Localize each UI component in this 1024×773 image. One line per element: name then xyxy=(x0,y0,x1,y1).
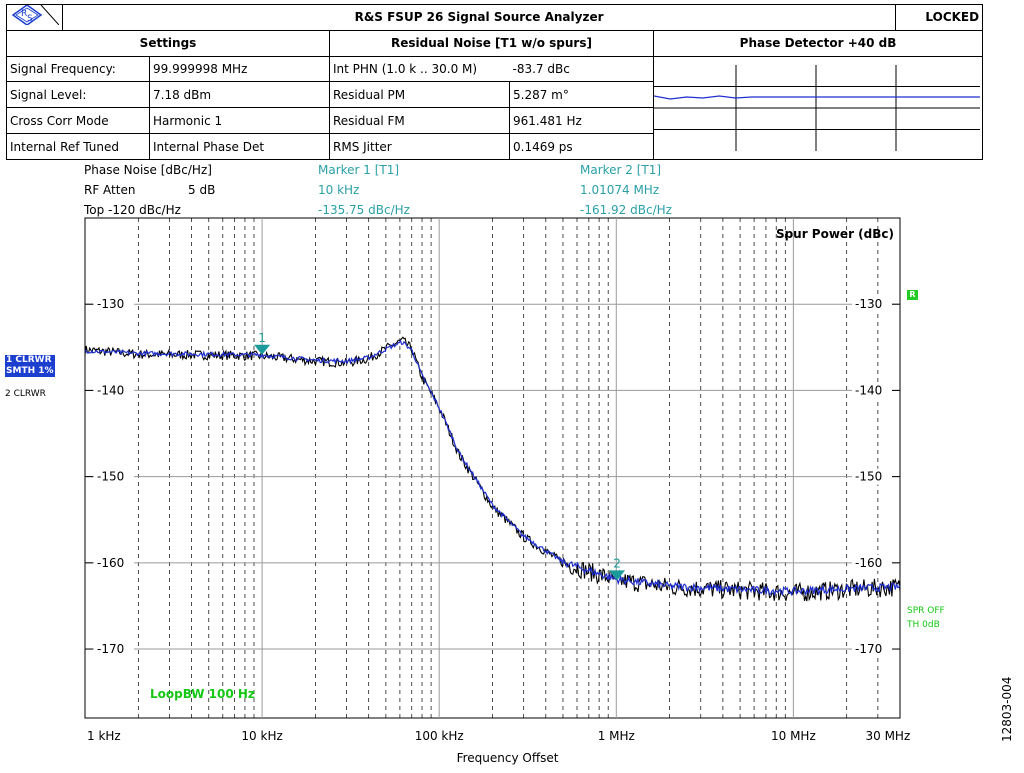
x-axis-label: Frequency Offset xyxy=(457,751,559,765)
residual-title: Residual Noise [T1 w/o spurs] xyxy=(329,29,654,57)
y-tick-label-bg xyxy=(94,554,134,571)
svg-text:S: S xyxy=(27,14,33,24)
y-tick-label-bg xyxy=(852,296,892,313)
y-tick-label: -130 xyxy=(855,297,882,311)
rs-logo-icon: R S xyxy=(11,5,59,25)
phase-detector-plot xyxy=(652,55,984,161)
window-title: R&S FSUP 26 Signal Source Analyzer xyxy=(61,4,897,31)
rf-atten-label: RF Atten xyxy=(84,183,136,197)
marker2-title: Marker 2 [T1] xyxy=(580,163,662,177)
y-tick-label: -140 xyxy=(97,383,124,397)
trace1-clrwr: 1 CLRWR xyxy=(5,355,55,366)
y-tick-label-bg xyxy=(852,641,892,658)
settings-value: Harmonic 1 xyxy=(149,107,330,135)
lock-status: LOCKED xyxy=(895,4,984,31)
settings-title: Settings xyxy=(6,29,330,57)
y-tick-label-bg xyxy=(94,641,134,658)
residual-label: Residual PM xyxy=(329,81,510,109)
trace1-mode-label: 1 CLRWR SMTH 1% xyxy=(5,355,55,377)
top-level-label: Top -120 dBc/Hz xyxy=(84,203,181,217)
y-tick-label: -130 xyxy=(97,297,124,311)
settings-label: Internal Ref Tuned xyxy=(6,133,150,160)
marker1-title: Marker 1 [T1] xyxy=(318,163,400,177)
x-tick-label: 1 MHz xyxy=(598,729,635,743)
marker1-freq: 10 kHz xyxy=(318,183,360,197)
header-table: R S R&S FSUP 26 Signal Source Analyzer L… xyxy=(6,4,984,161)
spur-power-label: Spur Power (dBc) xyxy=(776,227,894,241)
marker-1-icon xyxy=(254,344,271,355)
spur-off-label: SPR OFF xyxy=(907,606,945,616)
y-tick-label: -160 xyxy=(97,556,124,570)
y-tick-label-bg xyxy=(852,382,892,399)
reference-tag: R xyxy=(907,290,918,300)
residual-value: 0.1469 ps xyxy=(509,133,654,160)
loop-bw-label: LoopBW 100 Hz xyxy=(150,687,255,701)
settings-label: Signal Level: xyxy=(6,81,150,109)
x-tick-label: 30 MHz xyxy=(865,729,910,743)
y-tick-label-bg xyxy=(852,468,892,485)
settings-label: Signal Frequency: xyxy=(6,55,150,83)
figure-id: 12803-004 xyxy=(1000,676,1014,742)
trace2-mode-label: 2 CLRWR xyxy=(5,389,46,399)
residual-label: Int PHN (1.0 k .. 30.0 M) xyxy=(329,55,510,83)
residual-label: RMS Jitter xyxy=(329,133,510,160)
x-tick-label: 10 kHz xyxy=(241,729,282,743)
residual-value: 5.287 m° xyxy=(509,81,654,109)
pd-trace xyxy=(654,95,980,100)
y-tick-label-bg xyxy=(94,468,134,485)
rf-atten-value: 5 dB xyxy=(188,183,216,197)
phase-detector-title: Phase Detector +40 dB xyxy=(652,29,984,57)
x-tick-label: 100 kHz xyxy=(415,729,464,743)
residual-value: -83.7 dBc xyxy=(509,55,654,83)
settings-value: 7.18 dBm xyxy=(149,81,330,109)
y-tick-label: -150 xyxy=(97,470,124,484)
settings-label: Cross Corr Mode xyxy=(6,107,150,135)
marker1-level: -135.75 dBc/Hz xyxy=(318,203,410,217)
trace-2 xyxy=(84,339,901,597)
marker-2-icon xyxy=(609,570,626,581)
svg-text:R: R xyxy=(21,9,27,19)
marker-1-label: 1 xyxy=(258,331,266,345)
y-tick-label-bg xyxy=(94,296,134,313)
y-tick-label: -170 xyxy=(855,642,882,656)
residual-value: 961.481 Hz xyxy=(509,107,654,135)
settings-value: Internal Phase Det xyxy=(149,133,330,160)
settings-value: 99.999998 MHz xyxy=(149,55,330,83)
y-tick-label: -160 xyxy=(855,556,882,570)
y-tick-label: -150 xyxy=(855,470,882,484)
trace-1 xyxy=(84,336,901,602)
phase-detector-graph xyxy=(654,64,980,151)
marker2-level: -161.92 dBc/Hz xyxy=(580,203,672,217)
y-tick-label: -140 xyxy=(855,383,882,397)
marker-2-label: 2 xyxy=(613,556,621,570)
logo-cell: R S xyxy=(6,4,63,31)
x-tick-label: 10 MHz xyxy=(771,729,816,743)
phase-noise-label: Phase Noise [dBc/Hz] xyxy=(84,163,212,177)
x-tick-label: 1 kHz xyxy=(87,729,121,743)
plot-frame xyxy=(84,217,901,719)
marker2-freq: 1.01074 MHz xyxy=(580,183,660,197)
y-tick-label: -170 xyxy=(97,642,124,656)
trace1-smooth: SMTH 1% xyxy=(5,366,55,377)
residual-label: Residual FM xyxy=(329,107,510,135)
y-tick-label-bg xyxy=(852,554,892,571)
threshold-label: TH 0dB xyxy=(907,620,940,630)
y-tick-label-bg xyxy=(94,382,134,399)
